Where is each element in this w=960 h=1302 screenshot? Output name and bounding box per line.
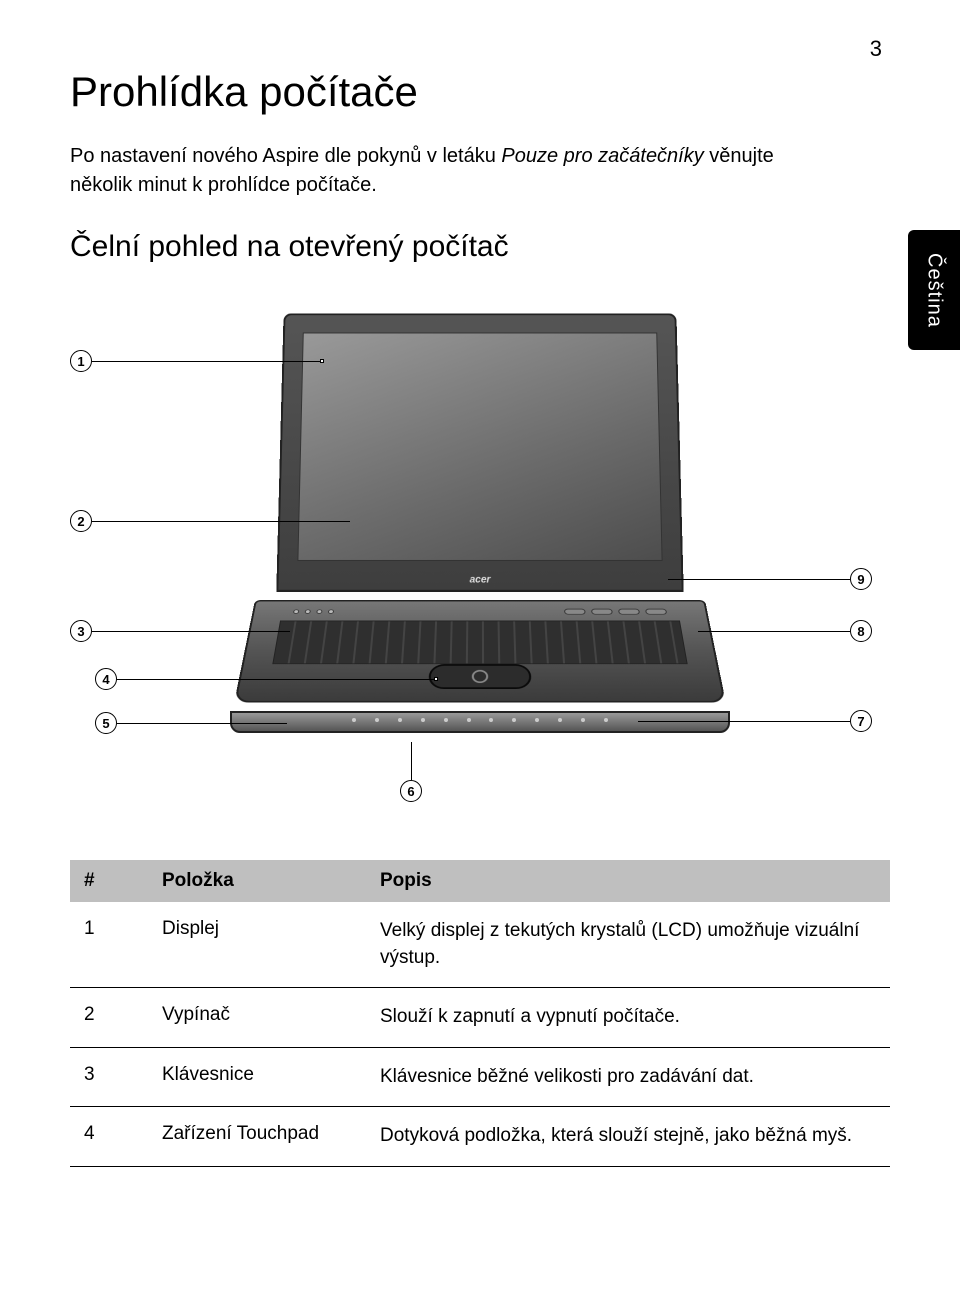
intro-pre: Po nastavení nového Aspire dle pokynů v … <box>70 145 501 167</box>
laptop-front-edge <box>230 711 730 733</box>
callout-lead <box>92 521 350 522</box>
laptop-diagram: acer 1 2 3 4 <box>70 310 890 810</box>
laptop-keyboard <box>272 621 687 665</box>
table-cell-item: Vypínač <box>162 1004 362 1026</box>
laptop-touchpad <box>428 664 531 689</box>
spec-table: # Položka Popis 1 Displej Velký displej … <box>70 860 890 1167</box>
table-row: 2 Vypínač Slouží k zapnutí a vypnutí poč… <box>70 988 890 1048</box>
page-number: 3 <box>870 36 882 62</box>
callout-1: 1 <box>70 350 92 372</box>
table-cell-num: 3 <box>84 1064 144 1086</box>
table-header: Položka <box>162 870 362 892</box>
table-header-row: # Položka Popis <box>70 860 890 902</box>
indicator-led <box>328 609 334 613</box>
laptop-base <box>234 600 726 703</box>
table-cell-item: Klávesnice <box>162 1064 362 1086</box>
table-cell-num: 2 <box>84 1004 144 1026</box>
table-row: 1 Displej Velký displej z tekutých kryst… <box>70 902 890 988</box>
table-cell-item: Displej <box>162 918 362 940</box>
brand-logo: acer <box>470 574 491 585</box>
callout-lead <box>638 721 850 722</box>
callout-lead <box>411 742 412 780</box>
callout-tick <box>320 359 324 363</box>
callout-6: 6 <box>400 780 422 802</box>
language-tab-label: Čeština <box>923 253 946 328</box>
callout-tick <box>434 677 438 681</box>
table-header: Popis <box>380 870 876 892</box>
callout-9: 9 <box>850 568 872 590</box>
indicator-led <box>316 609 322 613</box>
launch-button <box>645 609 667 615</box>
table-cell-num: 4 <box>84 1123 144 1145</box>
table-cell-desc: Klávesnice běžné velikosti pro zadávání … <box>380 1064 876 1091</box>
callout-lead <box>92 361 322 362</box>
launch-button <box>564 609 586 615</box>
button-strip <box>293 607 668 616</box>
callout-7: 7 <box>850 710 872 732</box>
speaker-dots <box>352 718 608 728</box>
callout-3: 3 <box>70 620 92 642</box>
callout-lead <box>117 723 287 724</box>
table-header: # <box>84 870 144 892</box>
callout-lead <box>698 631 850 632</box>
launch-button <box>618 609 640 615</box>
callout-lead <box>92 631 290 632</box>
callout-4: 4 <box>95 668 117 690</box>
intro-emphasis: Pouze pro začátečníky <box>501 145 703 167</box>
indicator-led <box>293 609 300 613</box>
callout-2: 2 <box>70 510 92 532</box>
table-cell-desc: Slouží k zapnutí a vypnutí počítače. <box>380 1004 876 1031</box>
language-tab: Čeština <box>908 230 960 350</box>
table-row: 3 Klávesnice Klávesnice běžné velikosti … <box>70 1048 890 1108</box>
section-subtitle: Čelní pohled na otevřený počítač <box>70 230 890 264</box>
callout-8: 8 <box>850 620 872 642</box>
intro-text: Po nastavení nového Aspire dle pokynů v … <box>70 142 790 200</box>
table-cell-desc: Velký displej z tekutých krystalů (LCD) … <box>380 918 876 971</box>
page-title: Prohlídka počítače <box>70 68 890 116</box>
launch-button <box>591 609 613 615</box>
table-cell-num: 1 <box>84 918 144 940</box>
callout-lead <box>668 579 850 580</box>
table-cell-item: Zařízení Touchpad <box>162 1123 362 1145</box>
laptop-lid: acer <box>276 313 683 592</box>
table-cell-desc: Dotyková podložka, která slouží stejně, … <box>380 1123 876 1150</box>
indicator-led <box>305 609 311 613</box>
table-row: 4 Zařízení Touchpad Dotyková podložka, k… <box>70 1107 890 1167</box>
callout-5: 5 <box>95 712 117 734</box>
laptop-screen <box>297 332 662 560</box>
callout-lead <box>117 679 437 680</box>
